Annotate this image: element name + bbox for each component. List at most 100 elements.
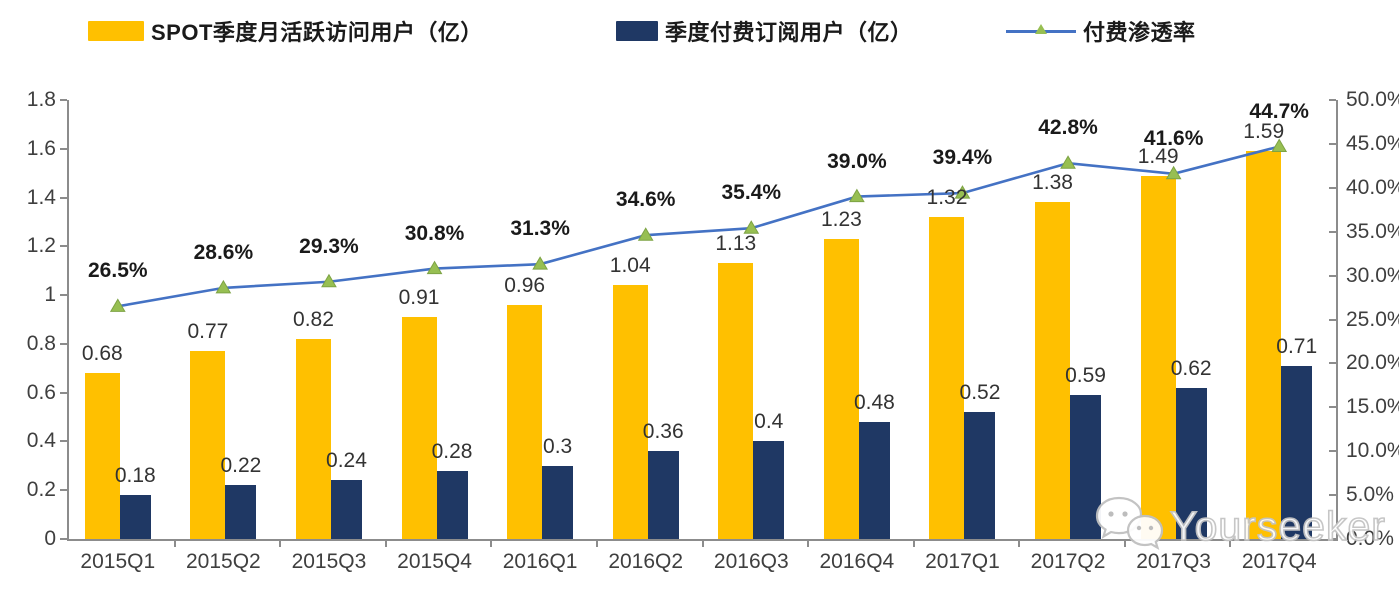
y-axis-left-label: 0.6 xyxy=(26,380,56,404)
y-axis-left-label: 1.8 xyxy=(26,88,56,111)
x-label-2017Q2: 2017Q2 xyxy=(1030,550,1106,573)
bar-mau-2017Q1 xyxy=(929,217,965,539)
x-axis-tick xyxy=(384,541,387,547)
bar-subscribers-2015Q2 xyxy=(225,485,257,539)
bar-label-subscribers-2015Q1: 0.18 xyxy=(114,464,156,488)
bar-label-mau-2015Q4: 0.91 xyxy=(398,286,440,310)
x-axis-tick xyxy=(912,541,915,547)
bar-mau-2015Q4 xyxy=(401,317,437,539)
x-axis-tick xyxy=(490,541,493,547)
x-label-2016Q1: 2016Q1 xyxy=(502,550,578,573)
y-axis-left-tick xyxy=(60,342,67,345)
wechat-icon xyxy=(1095,496,1164,551)
line-marker-2015Q4 xyxy=(426,260,443,275)
bar-label-mau-2015Q1: 0.68 xyxy=(81,342,123,366)
bar-subscribers-2017Q4 xyxy=(1281,365,1313,539)
legend-swatch-subscribers xyxy=(616,21,658,41)
y-axis-right-label: 10.0% xyxy=(1346,439,1399,463)
x-label-2016Q4: 2016Q4 xyxy=(819,550,895,573)
line-marker-2017Q2 xyxy=(1060,155,1076,169)
legend-swatch-mau xyxy=(88,21,144,41)
bar-mau-2016Q2 xyxy=(612,285,648,539)
bar-label-subscribers-2015Q2: 0.22 xyxy=(220,454,262,478)
y-axis-right-label: 25.0% xyxy=(1346,307,1399,331)
bar-label-mau-2017Q2: 1.38 xyxy=(1032,171,1073,195)
bar-subscribers-2016Q2 xyxy=(647,451,679,539)
y-axis-right-tick xyxy=(1329,362,1336,365)
line-marker-2016Q4 xyxy=(849,188,865,203)
triangle-marker-icon xyxy=(1035,23,1047,34)
bar-label-subscribers-2016Q1: 0.3 xyxy=(543,434,573,458)
pct-label-2017Q1: 39.4% xyxy=(932,146,993,170)
x-label-2017Q1: 2017Q1 xyxy=(925,550,1000,573)
watermark-text: Yourseeker xyxy=(1169,502,1386,550)
watermark: Yourseeker xyxy=(1094,494,1386,558)
y-axis-left-label: 1.2 xyxy=(26,234,56,258)
y-axis-right-tick xyxy=(1329,450,1336,453)
y-axis-right-tick xyxy=(1329,230,1336,233)
x-label-2017Q4: 2017Q4 xyxy=(1241,550,1317,573)
bar-label-subscribers-2016Q4: 0.48 xyxy=(853,390,895,414)
y-axis-right-label: 20.0% xyxy=(1346,351,1399,375)
y-axis-left-tick xyxy=(60,294,67,297)
x-axis-tick xyxy=(1123,541,1126,547)
y-axis-left-tick xyxy=(60,99,67,101)
bar-subscribers-2016Q3 xyxy=(753,441,785,539)
legend-label-penetration: 付费渗透率 xyxy=(1083,20,1196,45)
bar-label-subscribers-2016Q3: 0.4 xyxy=(754,410,784,434)
y-axis-right-label: 15.0% xyxy=(1346,395,1399,419)
bar-subscribers-2016Q1 xyxy=(542,465,574,539)
y-axis-right-tick xyxy=(1329,186,1336,189)
line-marker-2015Q3 xyxy=(321,273,337,288)
x-axis-tick xyxy=(701,541,704,547)
bar-label-subscribers-2015Q3: 0.24 xyxy=(326,449,367,473)
y-axis-left-label: 1.6 xyxy=(26,136,56,160)
bar-subscribers-2015Q1 xyxy=(119,495,151,539)
bar-mau-2015Q3 xyxy=(295,339,331,539)
y-axis-right-label: 50.0% xyxy=(1346,88,1399,111)
bar-label-mau-2015Q2: 0.77 xyxy=(187,320,229,344)
x-label-2015Q1: 2015Q1 xyxy=(80,550,156,573)
bar-label-mau-2016Q4: 1.23 xyxy=(820,208,862,232)
bar-mau-2016Q4 xyxy=(823,239,859,539)
y-axis-right-tick xyxy=(1329,274,1336,277)
x-label-2015Q3: 2015Q3 xyxy=(291,550,367,573)
bar-label-mau-2016Q3: 1.13 xyxy=(715,232,757,256)
bar-label-subscribers-2016Q2: 0.36 xyxy=(642,420,684,444)
y-axis-left-label: 0.4 xyxy=(26,429,56,453)
x-axis-tick xyxy=(595,541,598,547)
y-axis-left-tick xyxy=(60,147,67,150)
y-axis-left-tick xyxy=(60,196,67,199)
bar-mau-2015Q2 xyxy=(190,351,226,539)
y-axis-left-tick xyxy=(60,489,67,492)
bar-subscribers-2016Q4 xyxy=(858,421,890,539)
bar-label-mau-2015Q3: 0.82 xyxy=(293,308,334,331)
y-axis-right-tick xyxy=(1329,99,1336,101)
line-marker-2015Q2 xyxy=(215,279,232,294)
legend-label-subscribers: 季度付费订阅用户（亿） xyxy=(665,20,913,45)
bar-mau-2016Q3 xyxy=(718,263,754,539)
y-axis-left-tick xyxy=(60,391,67,394)
y-axis-right-label: 30.0% xyxy=(1346,263,1399,287)
x-axis-tick xyxy=(279,541,282,547)
x-axis-tick xyxy=(1229,541,1232,547)
x-axis-tick xyxy=(173,541,176,547)
x-label-2015Q4: 2015Q4 xyxy=(397,550,472,573)
legend-line-icon xyxy=(1006,23,1076,34)
y-axis-left xyxy=(67,100,69,541)
y-axis-left-label: 0.2 xyxy=(26,478,56,502)
y-axis-right-label: 45.0% xyxy=(1346,131,1399,155)
y-axis-right xyxy=(1336,100,1338,541)
y-axis-left-label: 1.4 xyxy=(26,185,56,209)
penetration-line xyxy=(117,145,1280,308)
pct-label-2016Q1: 31.3% xyxy=(510,217,570,241)
y-axis-right-tick xyxy=(1329,142,1336,145)
y-axis-left-label: 0 xyxy=(44,527,56,550)
bar-label-mau-2016Q2: 1.04 xyxy=(609,254,651,278)
x-label-2015Q2: 2015Q2 xyxy=(186,550,261,573)
bar-label-subscribers-2017Q1: 0.52 xyxy=(959,381,1001,405)
pct-label-2017Q2: 42.8% xyxy=(1038,116,1098,140)
pct-label-2017Q3: 41.6% xyxy=(1143,126,1204,150)
bar-label-subscribers-2015Q4: 0.28 xyxy=(431,439,473,463)
